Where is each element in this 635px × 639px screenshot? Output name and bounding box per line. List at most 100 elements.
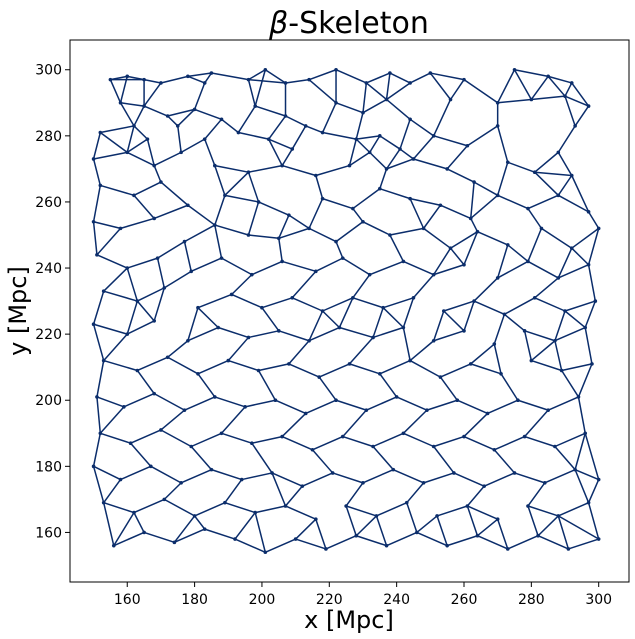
galaxy-point <box>155 256 160 260</box>
skeleton-edge <box>469 182 475 219</box>
skeleton-edge <box>278 238 283 262</box>
skeleton-edge <box>295 538 327 550</box>
galaxy-point <box>347 362 352 366</box>
skeleton-edge <box>278 227 310 240</box>
skeleton-edge <box>248 164 283 173</box>
galaxy-point <box>283 81 288 85</box>
skeleton-edge <box>470 218 479 233</box>
galaxy-point <box>91 464 96 469</box>
skeleton-edge <box>264 69 286 84</box>
skeleton-edge <box>372 326 404 339</box>
skeleton-edge <box>127 257 158 269</box>
skeleton-edge <box>527 505 559 517</box>
galaxy-point <box>563 94 567 98</box>
skeleton-edge <box>163 498 195 517</box>
skeleton-edge <box>261 307 280 332</box>
galaxy-point <box>408 81 412 85</box>
galaxy-point <box>334 67 338 72</box>
galaxy-point <box>532 295 537 300</box>
y-tick-label: 220 <box>35 327 62 343</box>
galaxy-point <box>384 543 389 548</box>
galaxy-point <box>229 292 234 297</box>
galaxy-point <box>236 130 241 135</box>
skeleton-edge <box>406 482 425 504</box>
galaxy-point <box>553 444 557 449</box>
skeleton-edge <box>227 336 250 362</box>
x-tick-label: 240 <box>383 592 410 608</box>
skeleton-edge <box>379 168 388 189</box>
skeleton-edge <box>103 267 128 292</box>
skeleton-edge <box>557 194 589 213</box>
galaxy-point <box>596 477 601 482</box>
galaxy-point <box>586 210 591 214</box>
nodes-layer <box>91 67 601 555</box>
skeleton-edge <box>258 363 290 372</box>
skeleton-edge <box>103 290 138 302</box>
skeleton-edge <box>369 151 388 170</box>
galaxy-point <box>320 196 325 201</box>
galaxy-point <box>431 272 436 277</box>
skeleton-edge <box>288 214 310 230</box>
skeleton-edge <box>483 472 515 487</box>
skeleton-edge <box>203 138 216 166</box>
galaxy-point <box>118 477 123 482</box>
galaxy-point <box>505 547 510 551</box>
galaxy-point <box>253 510 258 515</box>
skeleton-edge <box>251 442 273 474</box>
skeleton-edge <box>375 515 388 546</box>
skeleton-edge <box>126 151 155 167</box>
skeleton-edge <box>547 75 566 97</box>
skeleton-edge <box>402 409 428 434</box>
skeleton-edge <box>339 326 374 339</box>
skeleton-edge <box>433 99 452 137</box>
skeleton-edge <box>278 330 310 342</box>
galaxy-point <box>512 67 517 72</box>
skeleton-edge <box>466 485 485 507</box>
skeleton-edge <box>376 501 408 517</box>
galaxy-point <box>142 77 146 82</box>
galaxy-point <box>431 134 436 138</box>
galaxy-point <box>320 130 325 135</box>
galaxy-point <box>475 533 480 538</box>
galaxy-point <box>132 124 136 128</box>
skeleton-edge <box>204 72 213 84</box>
skeleton-edge <box>531 95 566 101</box>
skeleton-edge <box>497 69 516 104</box>
y-tick-label: 300 <box>35 63 62 79</box>
skeleton-edge <box>248 69 266 81</box>
skeleton-edge <box>379 359 411 375</box>
galaxy-point <box>182 239 187 244</box>
skeleton-edge <box>120 102 145 107</box>
skeleton-edge <box>345 505 357 536</box>
skeleton-edge <box>466 125 499 147</box>
skeleton-edge <box>389 72 411 84</box>
skeleton-edge <box>247 79 256 107</box>
skeleton-edge <box>187 75 205 84</box>
galaxy-point <box>364 81 369 85</box>
skeleton-edge <box>187 204 216 226</box>
skeleton-edge <box>372 307 384 338</box>
galaxy-point <box>495 100 500 105</box>
skeleton-edge <box>126 267 139 302</box>
galaxy-point <box>431 444 436 449</box>
skeleton-edge <box>174 528 205 544</box>
x-tick-label: 200 <box>249 592 276 608</box>
galaxy-point <box>142 104 146 108</box>
skeleton-edge <box>402 297 415 328</box>
galaxy-point <box>374 514 379 518</box>
skeleton-edge <box>534 277 559 299</box>
galaxy-point <box>223 193 227 198</box>
skeleton-edge <box>587 228 600 265</box>
skeleton-edge <box>271 472 303 487</box>
galaxy-point <box>334 239 338 244</box>
galaxy-point <box>192 514 197 518</box>
galaxy-point <box>91 219 96 224</box>
skeleton-edge <box>557 264 589 279</box>
skeleton-edge <box>247 171 260 203</box>
galaxy-point <box>556 150 561 155</box>
skeleton-edge <box>143 105 168 117</box>
skeleton-edge <box>224 479 243 504</box>
galaxy-point <box>162 497 167 502</box>
galaxy-point <box>354 533 359 538</box>
skeleton-edge <box>221 432 253 444</box>
